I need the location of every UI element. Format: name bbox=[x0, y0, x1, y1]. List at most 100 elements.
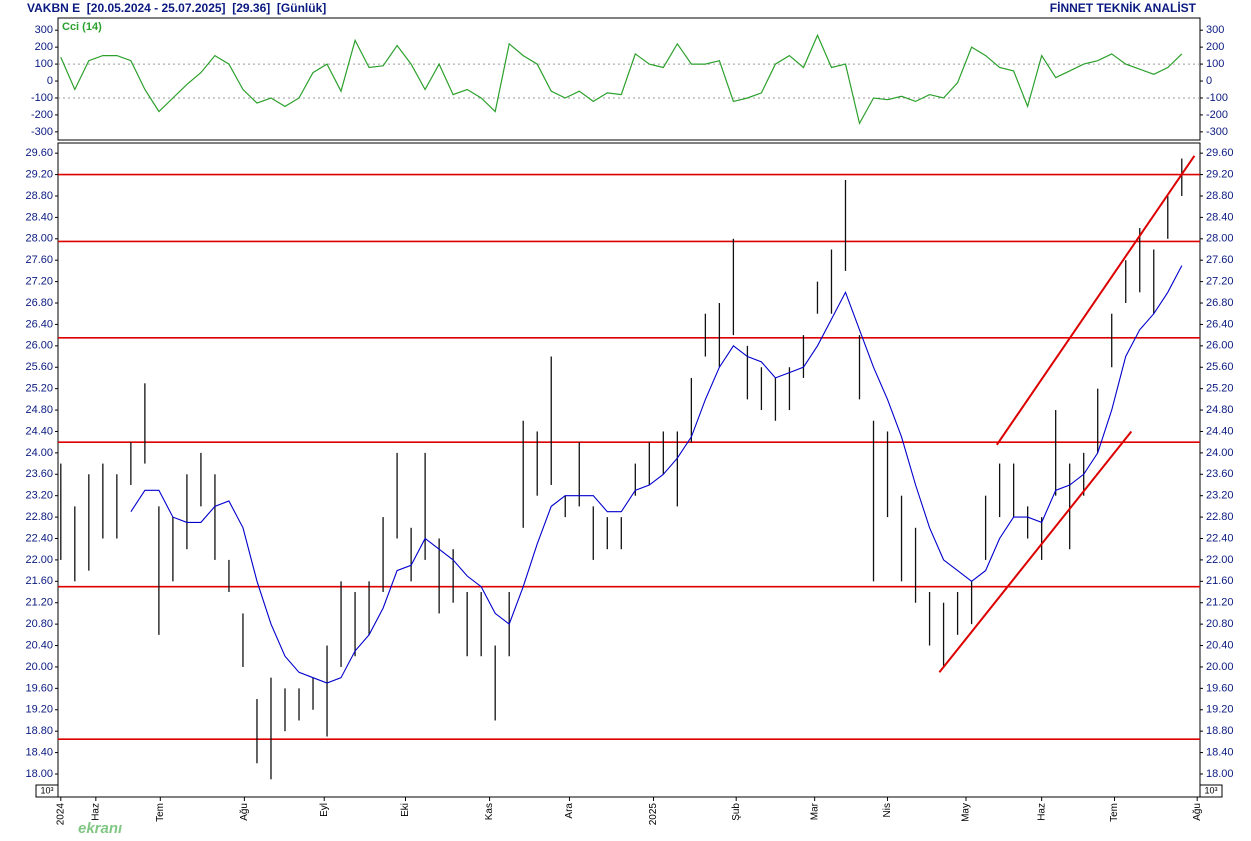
y-tick-label: 19.60 bbox=[1206, 682, 1234, 694]
y-tick-label: 100 bbox=[35, 58, 53, 70]
x-tick-label: Ara bbox=[564, 803, 575, 819]
y-tick-label: 21.20 bbox=[1206, 597, 1234, 609]
y-tick-label: 25.60 bbox=[1206, 361, 1234, 373]
legend-label: Cci (14) bbox=[62, 21, 102, 33]
x-tick-label: Mar bbox=[809, 802, 820, 820]
y-tick-label: 24.00 bbox=[1206, 447, 1234, 459]
y-tick-label: 19.20 bbox=[25, 704, 53, 716]
y-tick-label: 23.60 bbox=[25, 468, 53, 480]
y-tick-label: 0 bbox=[47, 75, 53, 87]
y-tick-label: -200 bbox=[1206, 109, 1228, 121]
y-tick-label: 20.00 bbox=[1206, 661, 1234, 673]
y-tick-label: -300 bbox=[1206, 126, 1228, 138]
y-tick-label: 26.40 bbox=[25, 318, 53, 330]
y-tick-label: 26.80 bbox=[25, 297, 53, 309]
y-tick-label: 300 bbox=[35, 24, 53, 36]
y-tick-label: 26.00 bbox=[1206, 340, 1234, 352]
unit-label: 10³ bbox=[40, 785, 53, 795]
x-tick-label: Eki bbox=[400, 803, 411, 817]
y-tick-label: 23.60 bbox=[1206, 468, 1234, 480]
y-tick-label: 25.20 bbox=[1206, 383, 1234, 395]
y-tick-label: 28.80 bbox=[1206, 190, 1234, 202]
y-tick-label: 22.40 bbox=[25, 532, 53, 544]
x-tick-label: Şub bbox=[731, 803, 742, 821]
x-tick-label: May bbox=[961, 803, 972, 822]
cci-frame bbox=[57, 17, 1201, 141]
y-tick-label: 21.60 bbox=[25, 575, 53, 587]
y-tick-label: 0 bbox=[1206, 75, 1212, 87]
y-tick-label: 25.20 bbox=[25, 383, 53, 395]
y-tick-label: 28.00 bbox=[25, 233, 53, 245]
trend-line bbox=[995, 155, 1196, 446]
unit-box bbox=[35, 784, 59, 798]
x-tick-label: Nis bbox=[882, 803, 893, 817]
y-tick-label: 100 bbox=[1206, 58, 1224, 70]
y-tick-label: -100 bbox=[1206, 92, 1228, 104]
y-tick-label: 18.40 bbox=[1206, 746, 1234, 758]
x-tick-label: Haz bbox=[1036, 803, 1047, 821]
y-tick-label: 20.80 bbox=[25, 618, 53, 630]
x-tick-label: Ağu bbox=[239, 803, 250, 821]
y-tick-label: 26.00 bbox=[25, 340, 53, 352]
y-tick-label: 22.80 bbox=[25, 511, 53, 523]
x-tick-label: Kas bbox=[484, 803, 495, 820]
y-tick-label: 29.20 bbox=[1206, 168, 1234, 180]
y-tick-label: 24.80 bbox=[25, 404, 53, 416]
y-tick-label: 20.80 bbox=[1206, 618, 1234, 630]
price-frame bbox=[57, 142, 1201, 798]
y-tick-label: -300 bbox=[31, 126, 53, 138]
unit-label: 10³ bbox=[1204, 785, 1217, 795]
y-tick-label: 23.20 bbox=[1206, 490, 1234, 502]
y-tick-label: 28.80 bbox=[25, 190, 53, 202]
y-tick-label: 300 bbox=[1206, 24, 1224, 36]
x-tick-label: Tem bbox=[155, 803, 166, 822]
y-tick-label: 18.00 bbox=[25, 768, 53, 780]
y-tick-label: 26.40 bbox=[1206, 318, 1234, 330]
y-tick-label: 24.00 bbox=[25, 447, 53, 459]
moving-average bbox=[130, 265, 1183, 684]
y-tick-label: 18.40 bbox=[25, 746, 53, 758]
y-tick-label: 21.60 bbox=[1206, 575, 1234, 587]
y-tick-label: 22.00 bbox=[1206, 554, 1234, 566]
x-tick-label: 2024 bbox=[55, 803, 66, 826]
x-tick-label: Haz bbox=[90, 803, 101, 821]
y-tick-label: 27.60 bbox=[1206, 254, 1234, 266]
y-tick-label: 18.80 bbox=[25, 725, 53, 737]
y-tick-label: 20.00 bbox=[25, 661, 53, 673]
y-tick-label: 20.40 bbox=[1206, 639, 1234, 651]
x-tick-label: Eyl bbox=[319, 803, 330, 817]
x-tick-label: 2025 bbox=[648, 803, 659, 826]
cci-line bbox=[60, 33, 1183, 126]
y-tick-label: 23.20 bbox=[25, 490, 53, 502]
header-left: VAKBN E [20.05.2024 - 25.07.2025] [29.36… bbox=[27, 1, 326, 15]
y-tick-label: 200 bbox=[35, 41, 53, 53]
y-tick-label: -200 bbox=[31, 109, 53, 121]
trend-line bbox=[938, 430, 1133, 673]
x-tick-label: Ağu bbox=[1192, 803, 1203, 821]
header-right: FİNNET TEKNİK ANALİST bbox=[1050, 0, 1197, 15]
y-tick-label: 25.60 bbox=[25, 361, 53, 373]
y-tick-label: 26.80 bbox=[1206, 297, 1234, 309]
y-tick-label: 19.60 bbox=[25, 682, 53, 694]
x-tick-label: Tem bbox=[1109, 803, 1120, 822]
y-tick-label: 20.40 bbox=[25, 639, 53, 651]
y-tick-label: 28.00 bbox=[1206, 233, 1234, 245]
y-tick-label: 24.40 bbox=[25, 425, 53, 437]
y-tick-label: -100 bbox=[31, 92, 53, 104]
y-tick-label: 29.60 bbox=[1206, 147, 1234, 159]
y-tick-label: 200 bbox=[1206, 41, 1224, 53]
y-tick-label: 21.20 bbox=[25, 597, 53, 609]
y-tick-label: 22.00 bbox=[25, 554, 53, 566]
y-tick-label: 27.20 bbox=[25, 276, 53, 288]
y-tick-label: 22.40 bbox=[1206, 532, 1234, 544]
y-tick-label: 24.40 bbox=[1206, 425, 1234, 437]
y-tick-label: 18.80 bbox=[1206, 725, 1234, 737]
unit-box bbox=[1199, 784, 1223, 798]
y-tick-label: 18.00 bbox=[1206, 768, 1234, 780]
y-tick-label: 27.20 bbox=[1206, 276, 1234, 288]
y-tick-label: 19.20 bbox=[1206, 704, 1234, 716]
y-tick-label: 22.80 bbox=[1206, 511, 1234, 523]
y-tick-label: 29.20 bbox=[25, 168, 53, 180]
